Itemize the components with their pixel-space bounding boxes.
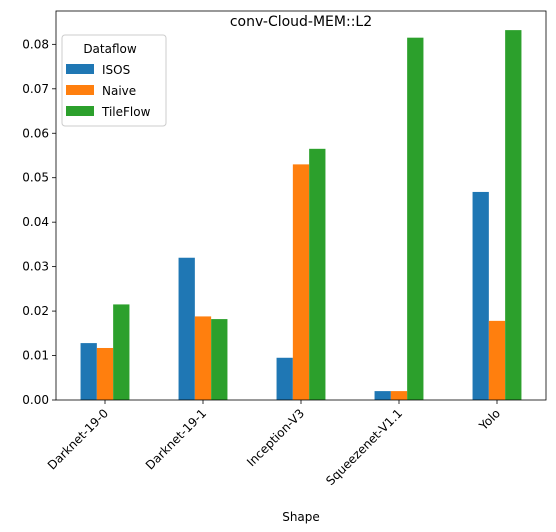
y-tick-label: 0.08: [22, 37, 49, 51]
bar-tileflow-4: [505, 30, 522, 400]
legend: Dataflow ISOS Naive TileFlow: [61, 34, 167, 127]
legend-swatch-tileflow: [66, 106, 94, 116]
plot-frame: [55, 10, 547, 401]
bar-naive-0: [96, 347, 114, 400]
bar-tileflow-2: [309, 148, 326, 400]
y-tick-label: 0.01: [22, 349, 49, 363]
x-tick-label: Darknet-19-1: [143, 406, 209, 472]
y-tick-label: 0.07: [22, 82, 49, 96]
y-tick-label: 0.04: [22, 215, 49, 229]
bar-isos-1: [178, 257, 195, 400]
chart-title: conv-Cloud-MEM::L2: [230, 14, 372, 30]
bar-tileflow-0: [113, 304, 130, 400]
y-tick-label: 0.05: [22, 171, 49, 185]
x-tick-label: Inception-V3: [244, 406, 307, 469]
x-axis: Darknet-19-0 Darknet-19-1 Inception-V3 Sque…: [45, 400, 503, 488]
legend-title: Dataflow: [83, 42, 137, 56]
y-tick-label: 0.02: [22, 304, 49, 318]
bar-naive-1: [194, 316, 212, 400]
legend-label-naive: Naive: [102, 84, 136, 98]
legend-label-isos: ISOS: [102, 63, 130, 77]
y-axis: 0.00 0.01 0.02 0.03 0.04 0.05 0.06 0.07 0.08: [22, 37, 56, 407]
bar-naive-3: [390, 391, 408, 400]
bar-isos-2: [276, 357, 293, 400]
legend-label-tileflow: TileFlow: [101, 105, 151, 119]
bar-naive-2: [292, 164, 310, 400]
y-tick-label: 0.00: [22, 393, 49, 407]
bar-isos-4: [472, 191, 489, 400]
x-tick-label: Yolo: [476, 406, 503, 433]
legend-swatch-isos: [66, 64, 94, 74]
x-tick-label: Squeezenet-V1.1: [323, 406, 405, 488]
bars-layer: [80, 30, 522, 400]
bar-isos-0: [80, 343, 97, 400]
x-axis-label: Shape: [282, 510, 320, 524]
legend-swatch-naive: [66, 85, 94, 95]
bar-tileflow-1: [211, 319, 228, 400]
bar-isos-3: [374, 391, 391, 400]
y-tick-label: 0.03: [22, 260, 49, 274]
x-tick-label: Darknet-19-0: [45, 406, 111, 472]
bar-naive-4: [488, 320, 506, 400]
legend-box: [61, 34, 167, 127]
bar-tileflow-3: [407, 37, 424, 400]
y-tick-label: 0.06: [22, 126, 49, 140]
